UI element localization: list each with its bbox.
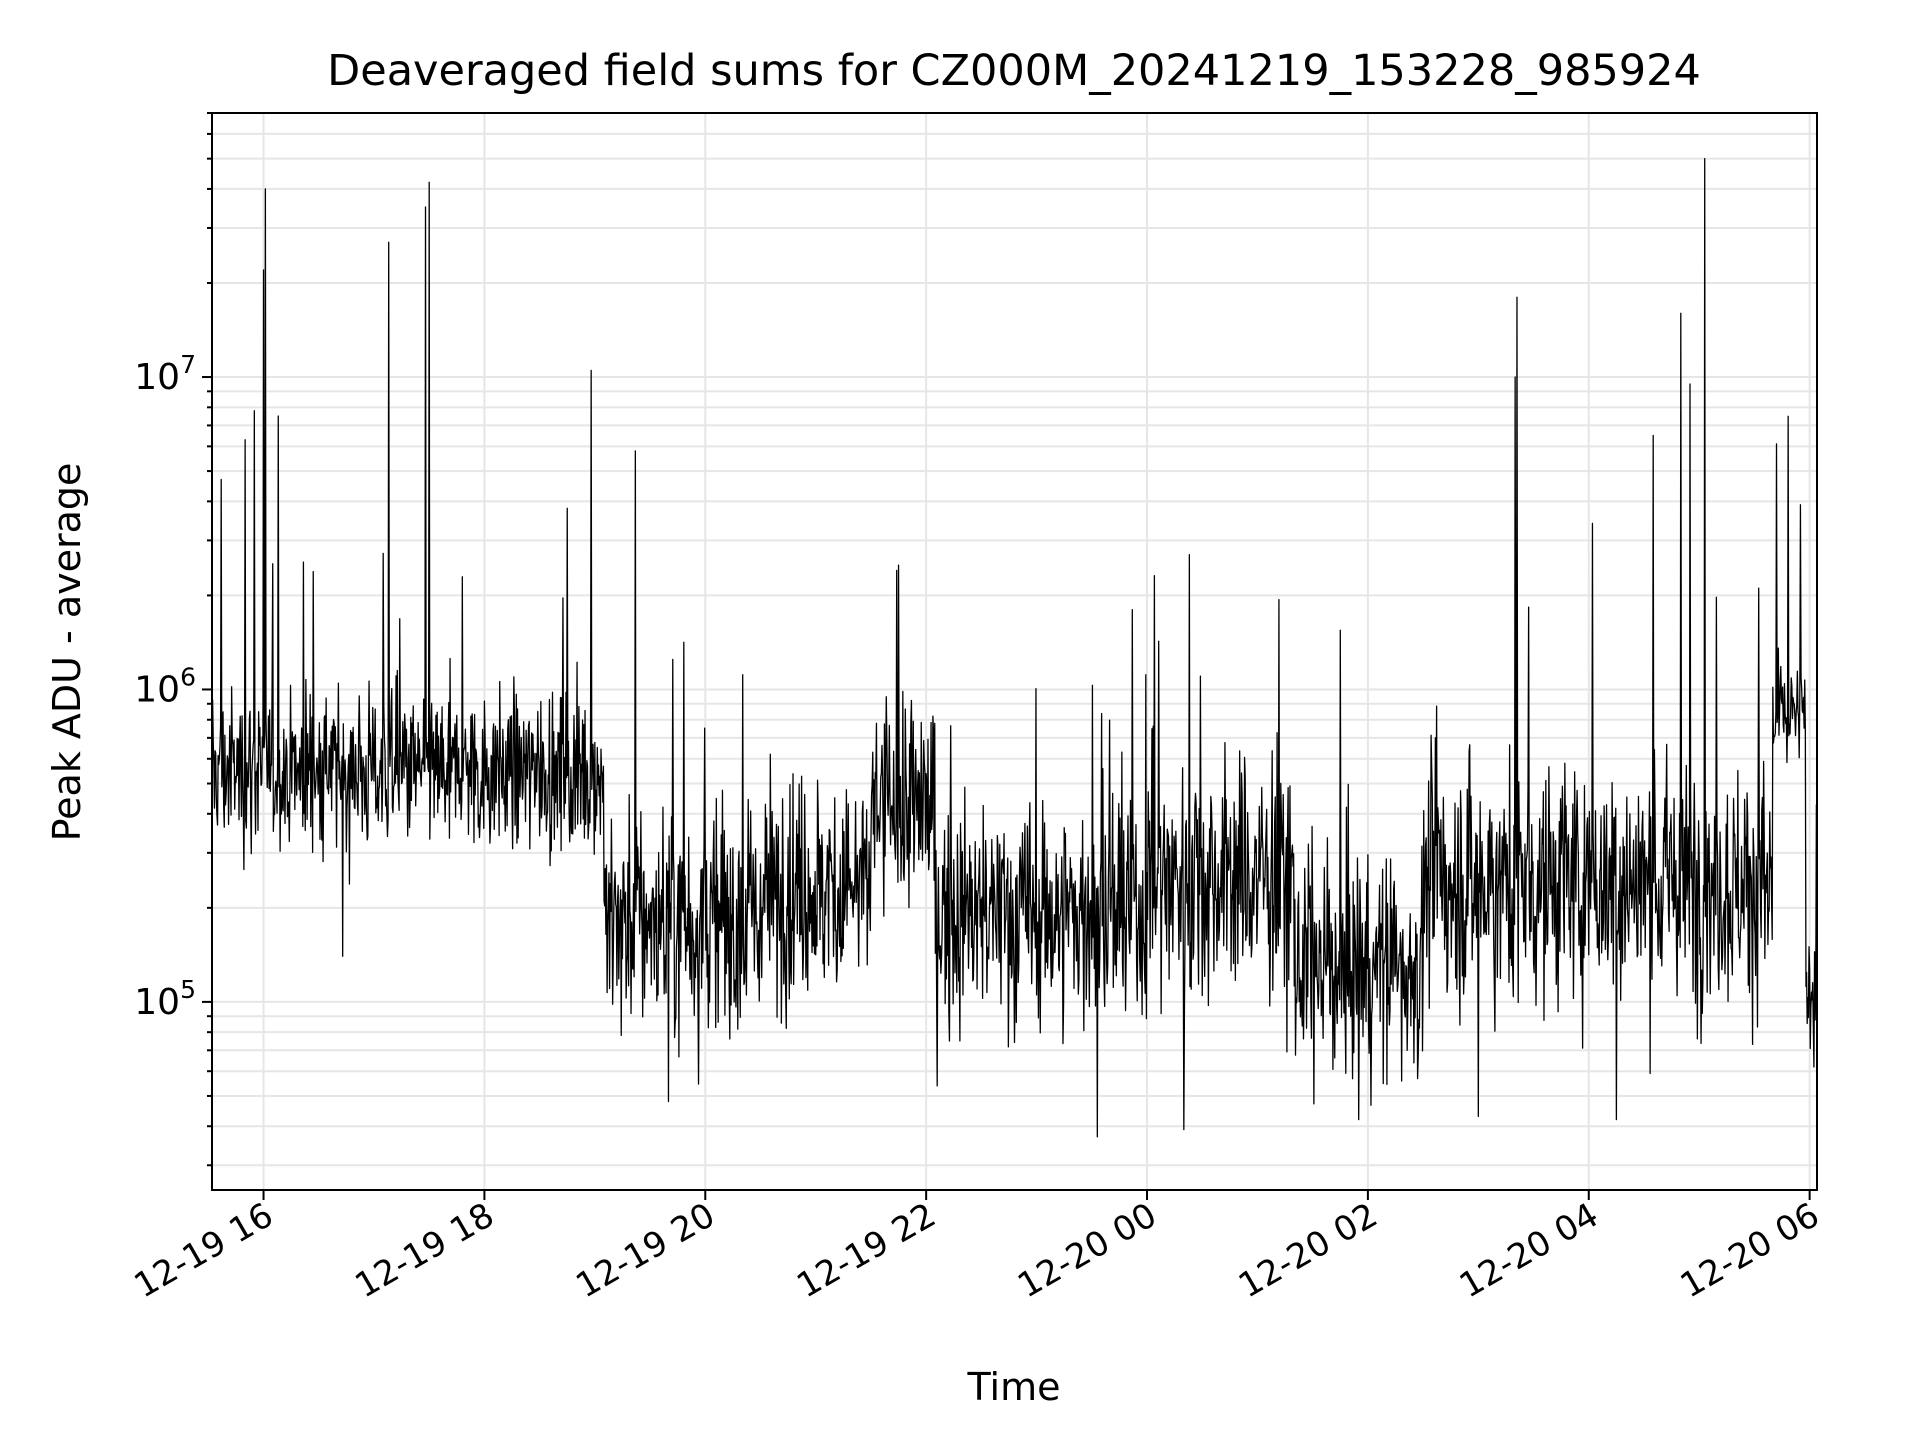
y-tick-label: 107 — [134, 350, 196, 398]
y-tick-label: 106 — [134, 662, 196, 710]
plot-frame — [211, 112, 1818, 1191]
y-tick-label: 105 — [134, 975, 196, 1023]
x-axis-label: Time — [967, 1365, 1061, 1409]
plot-area — [211, 158, 1818, 1138]
chart-title: Deaveraged field sums for CZ000M_2024121… — [327, 46, 1701, 96]
series-line — [211, 158, 1818, 1138]
y-axis-label: Peak ADU - average — [45, 463, 89, 842]
